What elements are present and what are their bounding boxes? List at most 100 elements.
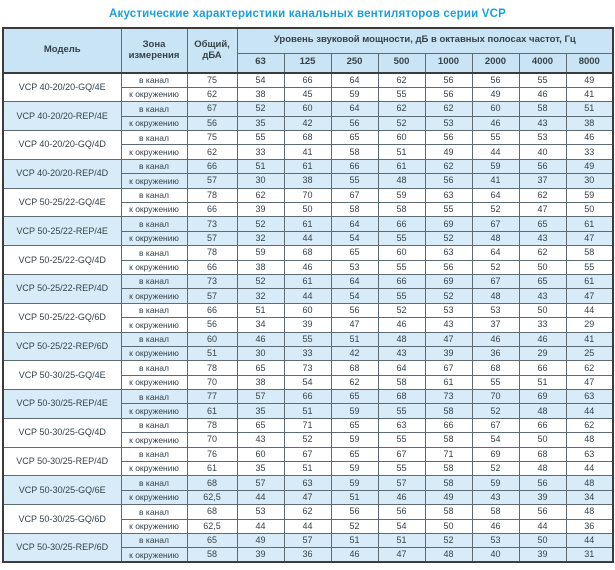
level-cell: 55 — [377, 259, 426, 275]
level-cell: 68 — [471, 360, 520, 376]
level-cell: 52 — [424, 532, 473, 549]
level-cell: 73 — [424, 389, 473, 405]
level-cell: 58 — [518, 101, 567, 117]
level-cell: 69 — [424, 216, 473, 232]
level-cell: 46 — [518, 331, 567, 347]
level-cell: 51 — [377, 532, 426, 549]
level-cell: 68 — [518, 446, 567, 463]
level-cell: 56 — [424, 173, 473, 189]
level-cell: 59 — [330, 461, 379, 477]
total-cell: 51 — [186, 345, 238, 362]
total-cell: 77 — [186, 389, 238, 405]
level-cell: 68 — [283, 245, 332, 261]
table-row: VCP 40-20/20-GQ/4E в канал 75 54 66 64 62 56 56 5… — [2, 72, 614, 103]
level-cell: 46 — [377, 489, 426, 506]
model-cell: VCP 50-30/25-GQ/4E — [2, 360, 122, 391]
level-cell: 30 — [236, 345, 285, 362]
level-cell: 67 — [471, 216, 520, 232]
level-cell: 52 — [236, 101, 285, 117]
level-cell: 47 — [565, 374, 614, 391]
level-cell: 65 — [330, 130, 379, 146]
level-cell: 42 — [283, 115, 332, 132]
table-row: к окружению 62,5 44 44 52 54 50 46 44 36 — [3, 518, 614, 535]
total-cell: 65 — [186, 532, 238, 549]
level-cell: 29 — [565, 317, 614, 333]
level-cell: 59 — [330, 475, 379, 491]
level-cell: 66 — [424, 417, 473, 434]
level-cell: 36 — [471, 345, 520, 362]
level-cell: 43 — [518, 115, 567, 132]
level-cell: 46 — [471, 115, 520, 132]
level-cell: 46 — [471, 331, 520, 347]
level-cell: 63 — [424, 245, 473, 261]
model-cell: VCP 50-25/22-GQ/4E — [2, 187, 122, 218]
level-cell: 48 — [471, 230, 520, 247]
level-cell: 64 — [330, 216, 379, 232]
level-cell: 67 — [330, 187, 379, 204]
total-cell: 66 — [186, 202, 238, 218]
level-cell: 65 — [236, 360, 285, 376]
level-cell: 53 — [471, 532, 520, 549]
level-cell: 52 — [471, 202, 520, 218]
model-cell: VCP 50-30/25-REP/6D — [2, 533, 122, 563]
level-cell: 58 — [424, 461, 473, 477]
level-cell: 53 — [424, 115, 473, 132]
level-cell: 40 — [518, 144, 567, 160]
zone-cell-ambient: к окружению — [120, 317, 188, 333]
level-cell: 30 — [236, 173, 285, 189]
total-cell: 57 — [186, 230, 238, 247]
zone-cell-duct: в канал — [120, 101, 188, 117]
zone-cell-ambient: к окружению — [120, 86, 188, 103]
zone-cell-duct: в канал — [120, 331, 188, 347]
level-cell: 52 — [330, 518, 379, 535]
level-cell: 35 — [236, 403, 285, 419]
level-cell: 53 — [236, 504, 285, 520]
level-cell: 67 — [377, 446, 426, 463]
total-cell: 67 — [186, 101, 238, 117]
level-cell: 43 — [424, 317, 473, 333]
level-cell: 56 — [377, 504, 426, 520]
header-freq-250: 250 — [330, 52, 379, 74]
level-cell: 41 — [565, 331, 614, 347]
table-row: VCP 40-20/20-GQ/4D в канал 75 55 68 65 60 56 55 5… — [2, 130, 614, 160]
total-cell: 75 — [186, 130, 238, 146]
level-cell: 58 — [424, 403, 473, 419]
total-cell: 62,5 — [186, 489, 238, 506]
level-cell: 33 — [283, 345, 332, 362]
model-cell: VCP 40-20/20-REP/4D — [2, 158, 122, 189]
level-cell: 68 — [377, 389, 426, 405]
zone-cell-duct: в канал — [120, 130, 188, 146]
table-row: VCP 50-30/25-REP/4E в канал 77 57 66 65 68 73 70… — [2, 389, 614, 419]
level-cell: 60 — [377, 130, 426, 146]
level-cell: 58 — [330, 202, 379, 218]
total-cell: 75 — [186, 72, 238, 88]
level-cell: 62 — [565, 417, 614, 434]
model-cell: VCP 50-25/22-REP/6D — [2, 331, 122, 362]
zone-cell-duct: в канал — [120, 245, 188, 261]
level-cell: 52 — [424, 230, 473, 247]
level-cell: 52 — [471, 259, 520, 275]
level-cell: 52 — [377, 115, 426, 132]
level-cell: 44 — [236, 489, 285, 506]
level-cell: 53 — [518, 130, 567, 146]
table-row: к окружению 56 35 42 56 52 53 46 43 38 — [3, 115, 614, 132]
level-cell: 49 — [424, 144, 473, 160]
level-cell: 56 — [424, 259, 473, 275]
table-row: VCP 50-25/22-REP/6D в канал 60 46 55 51 48 47 46… — [2, 331, 614, 362]
level-cell: 56 — [424, 72, 473, 88]
level-cell: 60 — [283, 302, 332, 319]
total-cell: 60 — [186, 331, 238, 347]
level-cell: 29 — [518, 345, 567, 362]
level-cell: 48 — [424, 547, 473, 563]
level-cell: 50 — [518, 259, 567, 275]
level-cell: 61 — [283, 216, 332, 232]
table-row: VCP 50-30/25-GQ/4E в канал 78 65 73 68 64 67 68 6… — [2, 360, 614, 391]
level-cell: 53 — [330, 259, 379, 275]
level-cell: 58 — [424, 475, 473, 491]
level-cell: 64 — [377, 360, 426, 376]
level-cell: 47 — [377, 547, 426, 563]
level-cell: 55 — [330, 173, 379, 189]
level-cell: 64 — [471, 245, 520, 261]
level-cell: 58 — [565, 245, 614, 261]
total-cell: 57 — [186, 173, 238, 189]
